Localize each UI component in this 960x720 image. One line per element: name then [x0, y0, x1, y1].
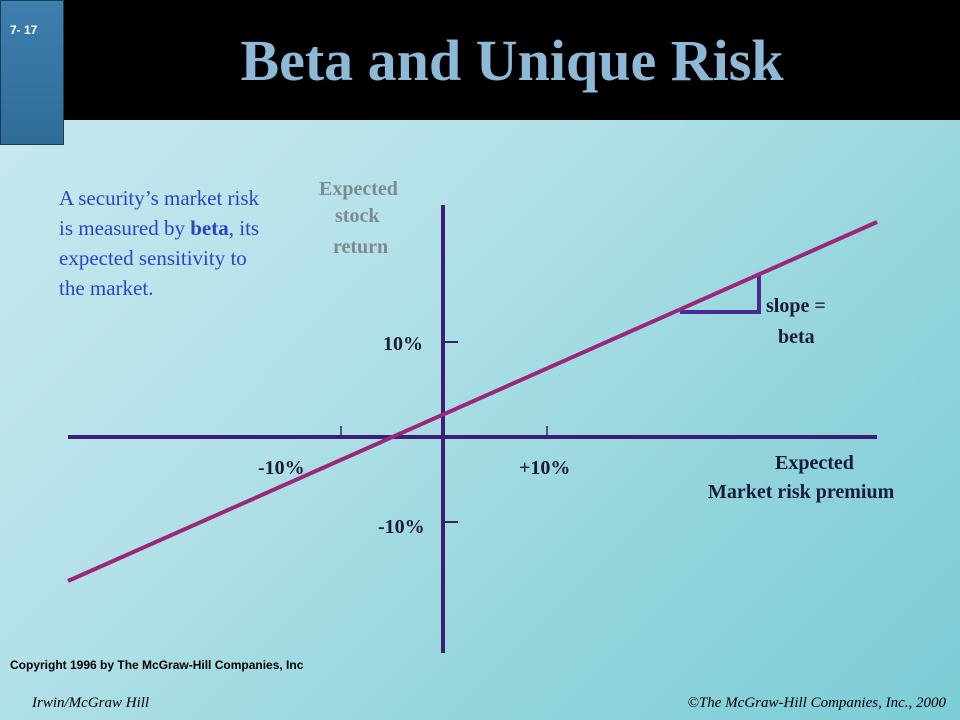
slide-number-box: 7- 17: [0, 0, 64, 145]
x-axis-label-line-2: Market risk premium: [708, 481, 895, 503]
x-tick-label-pos: +10%: [519, 457, 571, 479]
y-axis-label-line-1: Expected: [319, 178, 398, 200]
description-part-1: A security’s market risk is measured by: [59, 186, 260, 240]
characteristic-line: [67, 220, 878, 583]
x-tick-label-neg: -10%: [258, 457, 305, 479]
y-axis-label-line-2: stock: [335, 205, 380, 227]
slide-title: Beta and Unique Risk: [240, 28, 784, 93]
description-text: A security’s market risk is measured by …: [59, 183, 269, 303]
footer-copyright: Copyright 1996 by The McGraw-Hill Compan…: [10, 658, 304, 672]
y-axis-label-line-3: return: [333, 236, 389, 258]
footer-publisher: Irwin/McGraw Hill: [32, 695, 150, 711]
description-emphasis: beta: [190, 216, 229, 240]
description-part-2: , its expected sensitivity to the market…: [59, 216, 260, 300]
x-axis-label-line-1: Expected: [775, 452, 854, 474]
slide-number: 7- 17: [10, 23, 38, 37]
footer-copyright-notice: ©The McGraw-Hill Companies, Inc., 2000: [687, 695, 946, 711]
y-tick-label-neg: -10%: [378, 516, 425, 538]
slope-label-line-1: slope =: [766, 295, 826, 317]
slope-label-line-2: beta: [778, 326, 815, 348]
y-tick-label-pos: 10%: [383, 333, 423, 355]
slope-triangle: [680, 273, 761, 314]
header-bar: [0, 0, 960, 120]
